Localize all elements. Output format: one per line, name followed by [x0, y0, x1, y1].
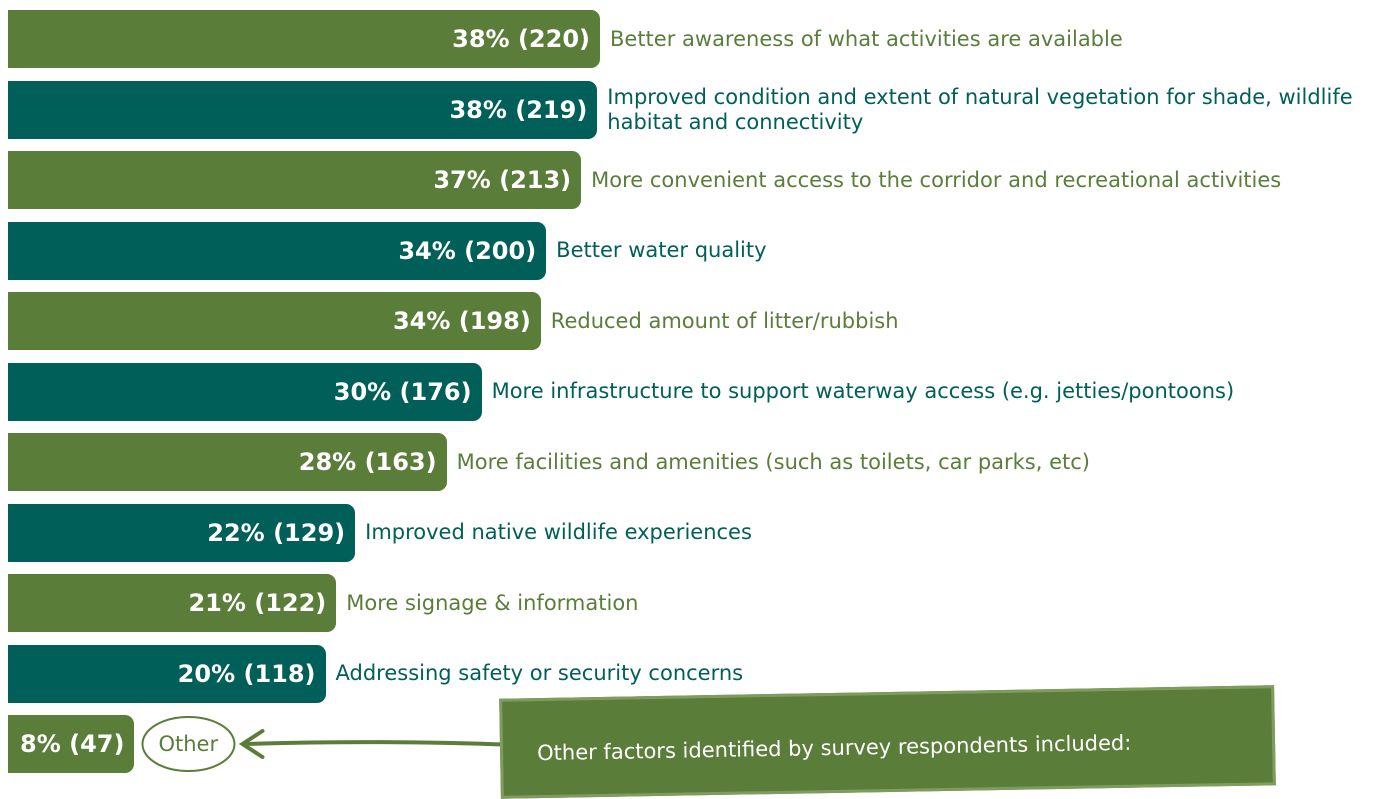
- bar: 22% (129): [8, 503, 356, 562]
- value-label: 30% (176): [333, 377, 472, 406]
- value-label: 34% (200): [398, 236, 537, 265]
- bar: 37% (213): [8, 151, 582, 209]
- value-label: 28% (163): [298, 448, 437, 476]
- bar: 21% (122): [8, 574, 337, 632]
- value-label: 22% (129): [207, 518, 346, 547]
- bar: 28% (163): [8, 433, 447, 491]
- bar: 34% (198): [8, 292, 541, 350]
- annotation: Other factors identified by survey respo…: [536, 730, 1132, 766]
- value-label: 21% (122): [188, 589, 327, 617]
- other-circle: [141, 716, 236, 772]
- bar: 30% (176): [8, 362, 482, 421]
- bar: 34% (200): [8, 221, 547, 280]
- bar: 8% (47): [8, 715, 135, 773]
- category-label: More signage & information: [346, 590, 639, 615]
- category-label: Reduced amount of litter/rubbish: [550, 308, 899, 333]
- category-label: Better awareness of what activities are …: [610, 26, 1123, 51]
- category-label: More facilities and amenities (such as t…: [456, 449, 1090, 474]
- bar: 20% (118): [8, 644, 326, 703]
- category-label: Addressing safety or security concerns: [335, 661, 744, 685]
- value-label: 34% (198): [392, 307, 531, 335]
- value-label: 37% (213): [433, 166, 572, 194]
- value-label: 38% (220): [452, 25, 590, 53]
- category-label: Improved native wildlife experiences: [365, 520, 752, 544]
- category-label: Better water quality: [556, 238, 767, 262]
- value-label: 38% (219): [449, 95, 588, 124]
- bar: 38% (219): [8, 80, 598, 139]
- category-label: More convenient access to the corridor a…: [591, 167, 1282, 192]
- category-label: More infrastructure to support waterway …: [491, 379, 1235, 403]
- page: {"chart_data": {"type": "bar", "orientat…: [8, 10, 1353, 799]
- value-label: 20% (118): [177, 659, 316, 688]
- category-label: Improved condition and extent of natural…: [607, 84, 1353, 134]
- bar: 38% (220): [8, 10, 600, 68]
- category-label: Other: [158, 731, 219, 756]
- value-label: 8% (47): [20, 730, 125, 758]
- arrow-head: [238, 729, 265, 759]
